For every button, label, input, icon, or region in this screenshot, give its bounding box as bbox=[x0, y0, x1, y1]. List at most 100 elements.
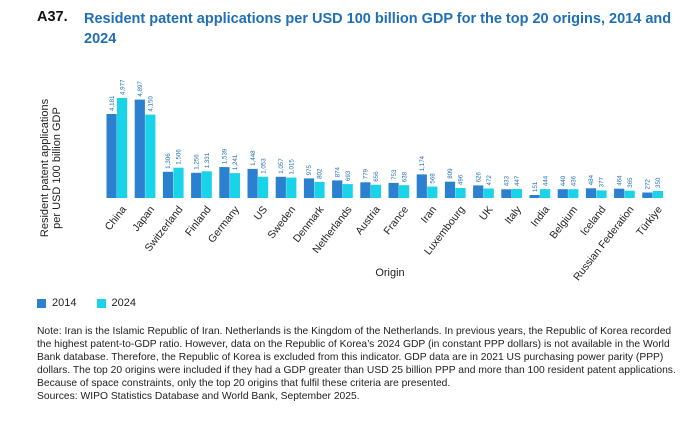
category-label-9: Austria bbox=[353, 204, 383, 237]
value-label-2014-8: 874 bbox=[334, 167, 341, 178]
value-label-2014-17: 484 bbox=[588, 174, 595, 185]
value-label-2024-12: 496 bbox=[458, 174, 465, 185]
bars-group bbox=[106, 98, 663, 198]
value-label-2024-15: 444 bbox=[542, 175, 549, 186]
bar-2014-18 bbox=[614, 188, 625, 198]
legend-item-2024: 2024 bbox=[96, 297, 137, 309]
value-label-2014-12: 809 bbox=[447, 168, 454, 179]
bar-2024-15 bbox=[540, 189, 551, 198]
bar-2014-10 bbox=[388, 182, 399, 198]
figure-note: Note: Iran is the Islamic Republic of Ir… bbox=[37, 326, 682, 403]
legend: 2014 2024 bbox=[37, 297, 153, 311]
category-label-5: US bbox=[252, 204, 270, 223]
value-label-2014-16: 440 bbox=[560, 175, 567, 186]
value-label-2024-7: 802 bbox=[317, 168, 324, 179]
bar-2014-7 bbox=[303, 178, 315, 198]
value-label-2014-15: 151 bbox=[532, 181, 539, 192]
value-label-2024-2: 1,506 bbox=[176, 149, 183, 165]
bar-2014-1 bbox=[134, 99, 145, 198]
value-label-2024-1: 4,150 bbox=[147, 96, 154, 112]
value-label-2024-5: 1,053 bbox=[260, 158, 267, 174]
value-label-2014-9: 779 bbox=[363, 168, 370, 179]
legend-label-2014: 2014 bbox=[52, 297, 77, 309]
value-label-2014-0: 4,181 bbox=[109, 95, 116, 111]
value-label-2024-8: 693 bbox=[345, 170, 352, 181]
category-label-16: Belgium bbox=[547, 204, 580, 241]
bar-2024-2 bbox=[173, 167, 184, 198]
value-label-2014-13: 626 bbox=[475, 172, 482, 183]
value-label-2024-13: 472 bbox=[486, 175, 493, 186]
bar-2014-13 bbox=[473, 185, 484, 198]
value-label-2014-1: 4,897 bbox=[137, 81, 144, 97]
bar-2014-16 bbox=[557, 189, 568, 198]
bar-2024-10 bbox=[399, 185, 410, 198]
bar-2024-9 bbox=[370, 184, 381, 198]
bar-2014-4 bbox=[219, 167, 230, 198]
value-label-2024-11: 568 bbox=[429, 173, 436, 184]
bar-2024-6 bbox=[286, 177, 297, 198]
value-label-2024-4: 1,241 bbox=[232, 154, 239, 170]
bar-2014-2 bbox=[162, 171, 174, 198]
bar-2024-5 bbox=[258, 176, 269, 198]
bar-2014-8 bbox=[332, 180, 343, 198]
value-label-2014-10: 753 bbox=[391, 169, 398, 180]
category-label-10: France bbox=[381, 204, 411, 237]
figure-number: A37. bbox=[37, 9, 68, 25]
value-label-2014-14: 433 bbox=[504, 175, 511, 186]
value-label-2024-17: 377 bbox=[599, 177, 606, 188]
value-label-2014-6: 1,057 bbox=[278, 158, 285, 174]
value-label-2014-11: 1,174 bbox=[419, 155, 426, 171]
bar-2024-12 bbox=[455, 188, 466, 198]
bar-2014-12 bbox=[444, 181, 456, 198]
value-label-2024-19: 350 bbox=[655, 177, 662, 188]
legend-swatch-2024 bbox=[96, 298, 106, 308]
category-label-0: China bbox=[103, 204, 129, 233]
bar-2014-14 bbox=[501, 189, 512, 198]
value-label-2014-2: 1,306 bbox=[165, 153, 172, 169]
bar-2024-16 bbox=[568, 189, 579, 198]
bar-2024-3 bbox=[201, 171, 212, 198]
bar-2024-11 bbox=[427, 186, 438, 198]
value-label-2014-4: 1,539 bbox=[222, 148, 229, 164]
category-label-15: India bbox=[529, 204, 553, 229]
value-label-2014-18: 464 bbox=[616, 175, 623, 186]
bar-2024-18 bbox=[624, 190, 635, 198]
bar-2014-3 bbox=[191, 172, 202, 198]
bar-2014-11 bbox=[416, 174, 427, 198]
y-axis-label: Resident patent applicationsper USD 100 … bbox=[39, 98, 63, 237]
bar-2024-13 bbox=[483, 188, 494, 198]
bar-2024-4 bbox=[229, 173, 240, 198]
category-label-14: Italy bbox=[503, 203, 525, 226]
bar-2024-17 bbox=[596, 190, 607, 198]
value-label-2024-3: 1,331 bbox=[204, 152, 211, 168]
bar-2024-14 bbox=[511, 189, 522, 198]
value-label-2024-10: 638 bbox=[401, 171, 408, 182]
category-label-13: UK bbox=[477, 204, 495, 223]
value-label-2024-0: 4,977 bbox=[119, 79, 126, 95]
bar-2024-7 bbox=[314, 181, 325, 198]
x-axis-label: Origin bbox=[375, 267, 404, 279]
value-label-2024-6: 1,015 bbox=[288, 159, 295, 175]
category-label-11: Iran bbox=[419, 204, 440, 226]
value-label-2024-9: 656 bbox=[373, 171, 380, 182]
bar-2014-0 bbox=[106, 114, 117, 198]
bar-2014-6 bbox=[275, 176, 286, 198]
value-label-2014-19: 272 bbox=[645, 179, 652, 190]
legend-label-2024: 2024 bbox=[111, 297, 137, 309]
legend-item-2014: 2014 bbox=[37, 297, 76, 309]
bar-2024-19 bbox=[652, 191, 663, 198]
bar-2014-19 bbox=[642, 192, 653, 198]
value-label-2014-3: 1,256 bbox=[193, 154, 200, 170]
bar-2014-17 bbox=[585, 188, 597, 198]
value-label-2014-5: 1,448 bbox=[250, 150, 257, 166]
chart-title: Resident patent applications per USD 100… bbox=[84, 11, 672, 47]
category-label-1: Japan bbox=[130, 204, 157, 234]
bar-2014-15 bbox=[529, 195, 540, 198]
bar-2024-1 bbox=[145, 114, 156, 198]
bar-2024-8 bbox=[342, 184, 353, 198]
category-label-19: Türkiye bbox=[634, 204, 665, 239]
sources-text: Sources: WIPO Statistics Database and Wo… bbox=[37, 390, 360, 402]
value-label-2024-14: 447 bbox=[514, 175, 521, 186]
